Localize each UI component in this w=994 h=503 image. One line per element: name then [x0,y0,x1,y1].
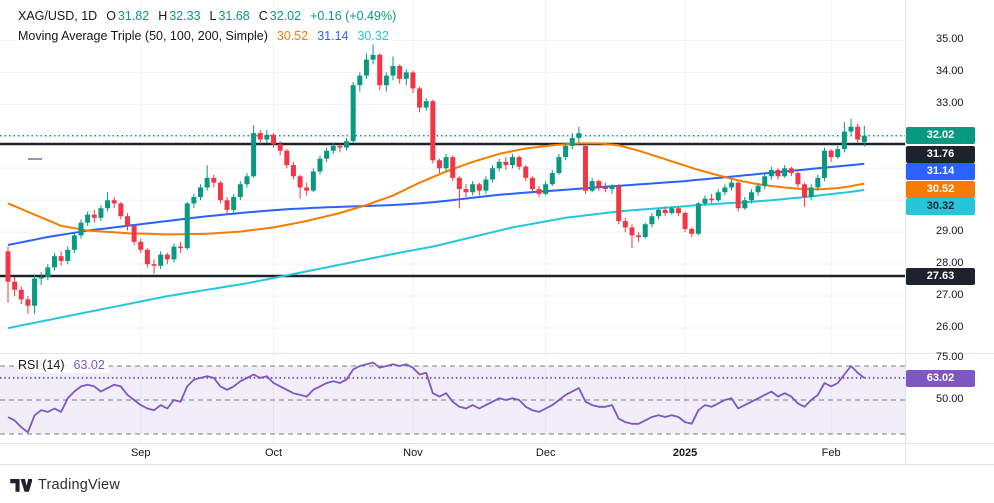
price-badge-ma200: 30.32 [906,198,975,215]
tradingview-brand-text: TradingView [38,477,120,493]
price-axis-label: 26.00 [936,321,964,334]
time-axis-label-feb[interactable]: Feb [821,447,841,459]
time-axis-label-dec[interactable]: Dec [535,447,556,459]
price-badge-support: 27.63 [906,267,975,285]
ohlc-h: H 32.33 [158,9,201,23]
price-pane[interactable] [0,0,905,353]
ma-indicator-title: Moving Average Triple (50, 100, 200, Sim… [18,29,268,43]
rsi-badge: 63.02 [906,369,975,387]
price-axis-label: 34.00 [936,65,964,78]
ma-value-0: 30.52 [276,29,309,43]
rsi-indicator-legend[interactable]: RSI (14) 63.02 [18,357,109,373]
symbol-title: XAG/USD, 1D [18,9,98,23]
rsi-indicator-title: RSI (14) [18,358,65,372]
ma-value-2: 30.32 [357,29,389,43]
rsi-axis-label: 75.00 [936,350,964,363]
ohlc-l: L 31.68 [209,9,250,23]
time-axis-label-oct[interactable]: Oct [264,447,283,459]
ohlc-c: C 32.02 [258,9,302,23]
price-change: +0.16 (+0.49%) [310,9,397,23]
ohlc-o: O 31.82 [106,9,150,23]
rsi-axis-label: 50.00 [936,393,964,405]
price-badge-resistance: 31.76 [906,145,975,163]
price-axis-label: 33.00 [936,97,964,110]
rsi-indicator-value: 63.02 [73,358,105,372]
ma-values: 30.52 31.14 30.32 [277,29,389,43]
tradingview-branding[interactable]: TradingView [10,477,120,493]
tradingview-logo-icon [10,478,32,493]
price-axis-label: 35.00 [936,33,964,46]
time-axis-label-2025[interactable]: 2025 [672,447,698,459]
price-axis-label: 29.00 [936,225,964,238]
ma-indicator-legend[interactable]: Moving Average Triple (50, 100, 200, Sim… [18,28,393,44]
price-badge-last-price: 32.02 [906,126,975,144]
price-axis-label: 27.00 [936,289,964,302]
price-axis-label: 28.00 [936,257,964,270]
ohlc-values: O 31.82 H 32.33 L 31.68 C 32.02 [106,9,301,23]
symbol-legend[interactable]: XAG/USD, 1D O 31.82 H 32.33 L 31.68 C 32.02 +0.… [18,8,401,24]
ma-value-1: 31.14 [317,29,349,43]
price-badge-ma50: 30.52 [906,180,975,198]
time-axis-label-sep[interactable]: Sep [130,447,151,459]
price-badge-ma100: 31.14 [906,163,975,180]
rsi-pane[interactable] [0,353,905,443]
time-axis-label-nov[interactable]: Nov [403,447,423,459]
